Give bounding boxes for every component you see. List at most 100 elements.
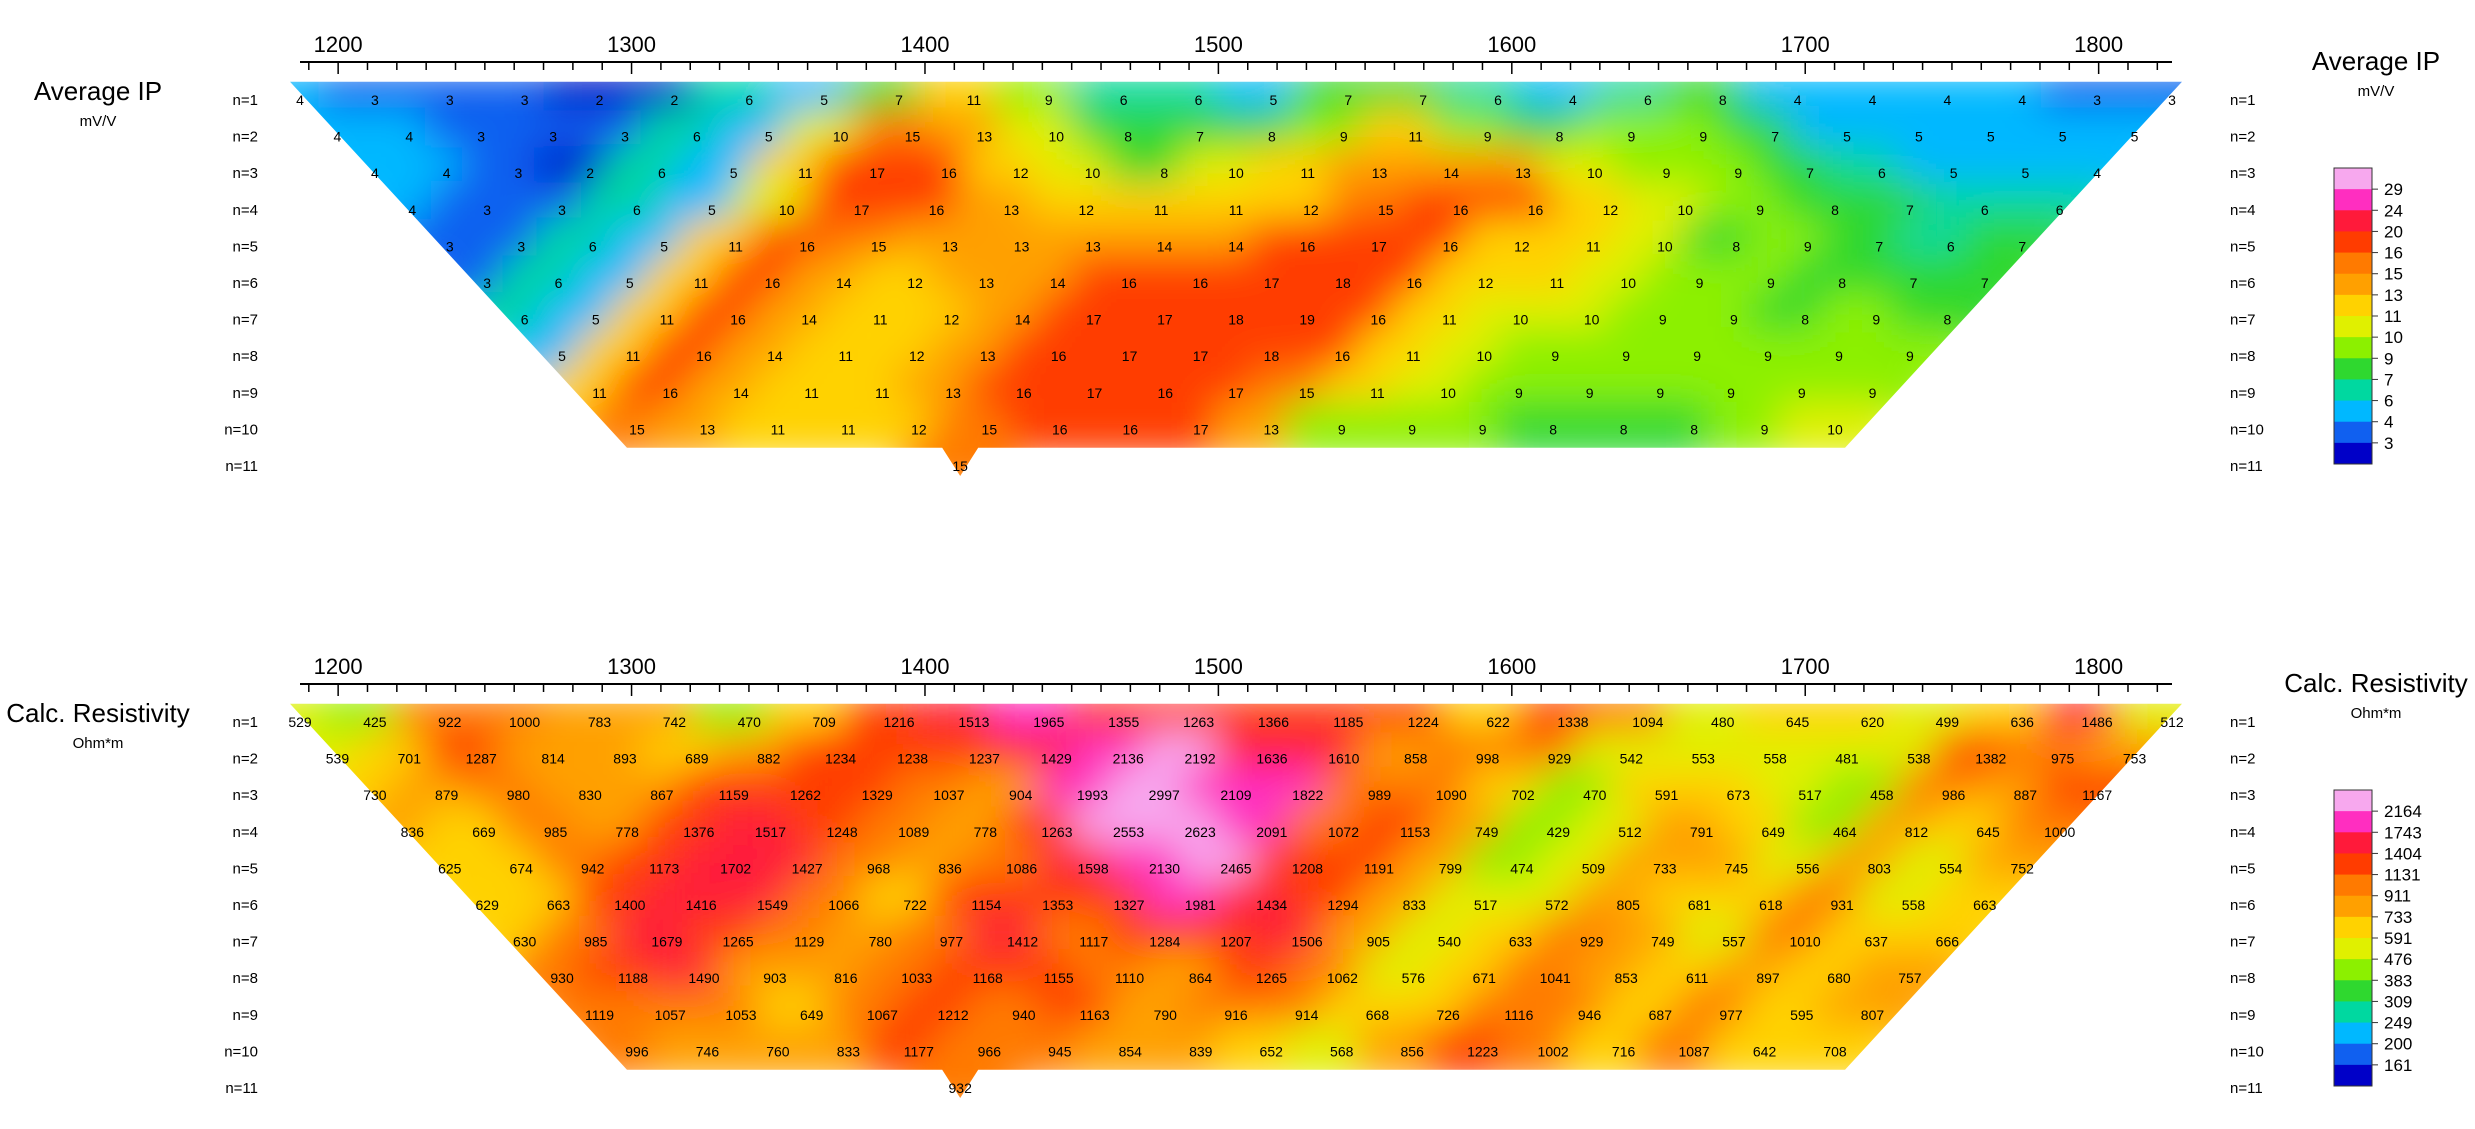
data-value-label: 940 bbox=[1012, 1007, 1036, 1023]
axis-tick-label: 1200 bbox=[314, 654, 363, 679]
data-value-label: 470 bbox=[738, 714, 762, 730]
data-value-label: 13 bbox=[1004, 202, 1020, 218]
data-value-label: 4 bbox=[334, 129, 342, 145]
colorbar-swatch bbox=[2334, 400, 2372, 423]
data-value-label: 5 bbox=[1987, 129, 1995, 145]
data-value-label: 6 bbox=[555, 275, 563, 291]
data-value-label: 10 bbox=[1085, 165, 1101, 181]
data-value-label: 1355 bbox=[1108, 714, 1139, 730]
data-value-label: 7 bbox=[1771, 129, 1779, 145]
data-value-label: 512 bbox=[1618, 824, 1642, 840]
data-value-label: 6 bbox=[1644, 92, 1652, 108]
data-value-label: 16 bbox=[730, 312, 746, 328]
colorbar-label: 16 bbox=[2384, 244, 2403, 263]
data-value-label: 977 bbox=[1719, 1007, 1743, 1023]
data-value-label: 1155 bbox=[1044, 970, 1074, 986]
data-value-label: 2 bbox=[596, 92, 604, 108]
data-value-label: 11 bbox=[1442, 312, 1457, 328]
data-value-label: 836 bbox=[401, 824, 425, 840]
data-value-label: 11 bbox=[771, 421, 786, 437]
data-value-label: 749 bbox=[1651, 934, 1675, 950]
data-value-label: 11 bbox=[1229, 202, 1244, 218]
row-label-right: n=9 bbox=[2230, 1007, 2255, 1024]
data-value-label: 1434 bbox=[1256, 897, 1287, 913]
data-value-label: 1089 bbox=[898, 824, 929, 840]
res-left-units: Ohm*m bbox=[73, 735, 124, 752]
data-value-label: 11 bbox=[1586, 238, 1601, 254]
colorbar-swatch bbox=[2334, 811, 2372, 833]
colorbar-swatch bbox=[2334, 189, 2372, 211]
data-value-label: 930 bbox=[550, 970, 574, 986]
axis-tick-label: 1500 bbox=[1194, 654, 1243, 679]
data-value-label: 673 bbox=[1727, 787, 1751, 803]
row-label-right: n=5 bbox=[2230, 238, 2255, 255]
data-value-label: 652 bbox=[1260, 1043, 1284, 1059]
data-value-label: 807 bbox=[1861, 1007, 1885, 1023]
data-value-label: 3 bbox=[2168, 92, 2176, 108]
data-value-label: 1163 bbox=[1080, 1007, 1110, 1023]
data-value-label: 783 bbox=[588, 714, 612, 730]
data-value-label: 1598 bbox=[1077, 860, 1108, 876]
data-value-label: 745 bbox=[1725, 860, 1749, 876]
data-value-label: 814 bbox=[541, 751, 565, 767]
colorbar-label: 1131 bbox=[2384, 866, 2421, 885]
data-value-label: 470 bbox=[1583, 787, 1607, 803]
data-value-label: 645 bbox=[1976, 824, 2000, 840]
colorbar-swatch bbox=[2334, 421, 2372, 444]
data-value-label: 1117 bbox=[1079, 934, 1108, 950]
data-value-label: 1238 bbox=[897, 751, 928, 767]
data-value-label: 649 bbox=[1762, 824, 1786, 840]
colorbar-swatch bbox=[2334, 442, 2372, 465]
colorbar-swatch bbox=[2334, 358, 2372, 380]
data-value-label: 16 bbox=[1016, 385, 1032, 401]
data-value-label: 14 bbox=[1157, 238, 1173, 254]
data-value-label: 1237 bbox=[969, 751, 1000, 767]
data-value-label: 11 bbox=[1370, 385, 1385, 401]
data-value-label: 6 bbox=[1494, 92, 1502, 108]
data-value-label: 1094 bbox=[1632, 714, 1663, 730]
data-value-label: 932 bbox=[949, 1080, 973, 1096]
data-value-label: 4 bbox=[371, 165, 379, 181]
row-label-right: n=4 bbox=[2230, 202, 2255, 219]
data-value-label: 836 bbox=[938, 860, 962, 876]
colorbar-swatch bbox=[2334, 316, 2372, 338]
colorbar-label: 200 bbox=[2384, 1035, 2412, 1054]
data-value-label: 9 bbox=[1408, 421, 1416, 437]
data-value-label: 480 bbox=[1711, 714, 1735, 730]
data-value-label: 1517 bbox=[755, 824, 786, 840]
row-label-right: n=10 bbox=[2230, 1043, 2264, 1060]
data-value-label: 11 bbox=[660, 312, 675, 328]
axis-tick-label: 1400 bbox=[901, 32, 950, 57]
data-value-label: 929 bbox=[1580, 934, 1604, 950]
data-value-label: 8 bbox=[1801, 312, 1809, 328]
res-distance-axis: 1200 1300 1400 1500 1600 1700 1800 bbox=[300, 654, 2172, 696]
data-value-label: 7 bbox=[1875, 238, 1883, 254]
data-value-label: 4 bbox=[2018, 92, 2026, 108]
data-value-label: 10 bbox=[1657, 238, 1673, 254]
data-value-label: 7 bbox=[2018, 238, 2026, 254]
data-value-label: 1191 bbox=[1364, 860, 1394, 876]
data-value-label: 1506 bbox=[1292, 934, 1323, 950]
data-value-label: 5 bbox=[1950, 165, 1958, 181]
data-value-label: 9 bbox=[1756, 202, 1764, 218]
data-value-label: 1329 bbox=[862, 787, 893, 803]
data-value-label: 2192 bbox=[1184, 751, 1215, 767]
data-value-label: 726 bbox=[1436, 1007, 1460, 1023]
row-label-left: n=2 bbox=[233, 751, 258, 768]
row-label-right: n=8 bbox=[2230, 970, 2255, 987]
ip-right-units: mV/V bbox=[2358, 83, 2395, 100]
ip-colorbar: 29 24 20 16 15 13 11 10 9 7 6 4 3 bbox=[2333, 167, 2403, 465]
data-value-label: 557 bbox=[1722, 934, 1746, 950]
data-value-label: 9 bbox=[1734, 165, 1742, 181]
data-value-label: 9 bbox=[1835, 348, 1843, 364]
data-value-label: 464 bbox=[1833, 824, 1857, 840]
data-value-label: 4 bbox=[443, 165, 451, 181]
data-value-label: 8 bbox=[1160, 165, 1168, 181]
data-value-label: 529 bbox=[288, 714, 312, 730]
data-value-label: 12 bbox=[1303, 202, 1319, 218]
data-value-label: 931 bbox=[1830, 897, 1854, 913]
data-value-label: 15 bbox=[952, 458, 968, 474]
data-value-label: 595 bbox=[1790, 1007, 1814, 1023]
res-colorbar: 2164 1743 1404 1131 911 733 591 476 383 309 249 200… bbox=[2333, 789, 2422, 1087]
data-value-label: 13 bbox=[980, 348, 996, 364]
